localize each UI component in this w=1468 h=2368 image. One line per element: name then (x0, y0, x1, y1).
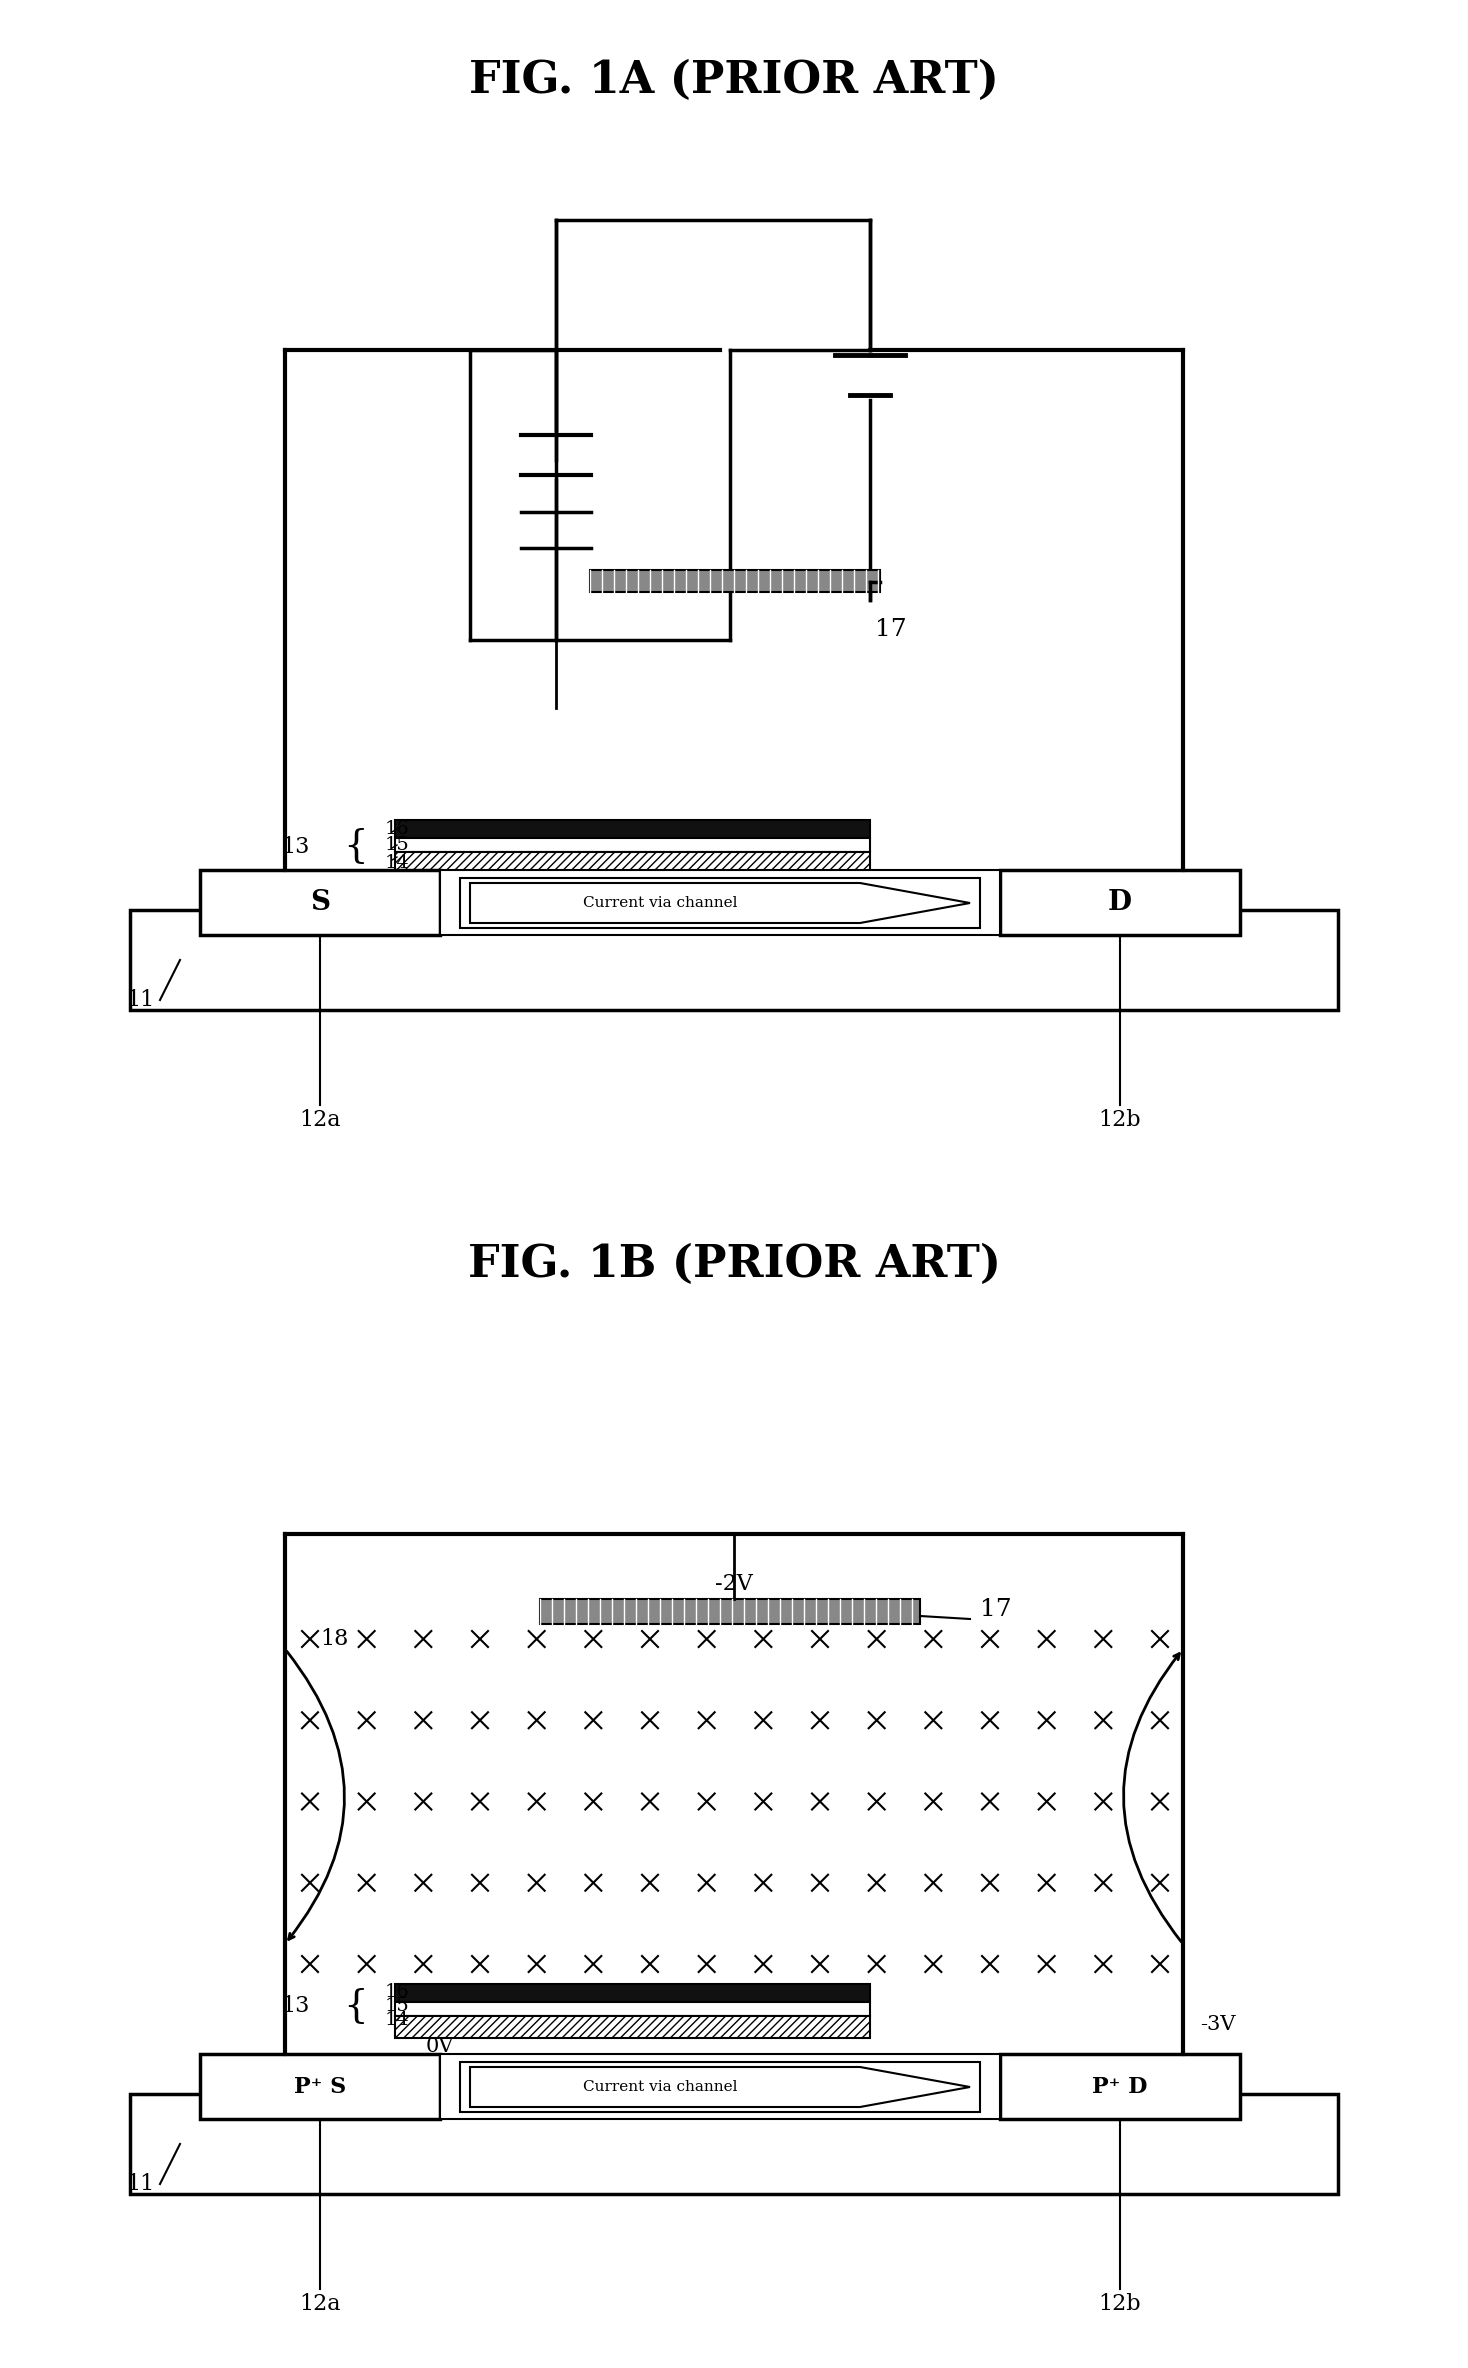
Bar (395, 2001, 871, 2015)
Text: 17: 17 (981, 1598, 1011, 1620)
Text: P⁺ S: P⁺ S (294, 2077, 346, 2098)
Text: Current via channel: Current via channel (583, 2079, 737, 2093)
Text: 14: 14 (385, 855, 410, 871)
Bar (131, 909, 1337, 1011)
Text: FIG. 1B (PRIOR ART): FIG. 1B (PRIOR ART) (467, 1243, 1001, 1286)
Text: Current via channel: Current via channel (583, 895, 737, 909)
Bar (590, 571, 879, 592)
Bar (395, 852, 871, 874)
Text: FIG. 1A (PRIOR ART): FIG. 1A (PRIOR ART) (470, 59, 998, 102)
Bar (540, 1598, 920, 1624)
Bar (395, 819, 871, 838)
Text: 11: 11 (126, 990, 156, 1011)
Text: 11: 11 (126, 2174, 156, 2195)
Bar (395, 838, 871, 852)
Text: D: D (1108, 890, 1132, 916)
Bar (1000, 869, 1240, 935)
Text: 15: 15 (385, 1996, 410, 2015)
Text: 17: 17 (875, 618, 907, 642)
Text: S: S (310, 890, 330, 916)
Text: 18: 18 (320, 1629, 348, 1650)
Text: {: { (342, 1987, 367, 2025)
Polygon shape (470, 883, 970, 924)
Text: P⁺ D: P⁺ D (1092, 2077, 1148, 2098)
Text: 12a: 12a (299, 1108, 341, 1132)
Text: 12a: 12a (299, 2292, 341, 2316)
Bar (440, 2053, 1000, 2119)
Text: 12b: 12b (1098, 1108, 1141, 1132)
Text: 0V: 0V (426, 2036, 454, 2055)
Text: -3V: -3V (1199, 2015, 1236, 2034)
Bar (459, 2063, 981, 2112)
Text: 14: 14 (385, 2010, 410, 2029)
Bar (459, 879, 981, 928)
Bar (200, 2053, 440, 2119)
Bar (200, 869, 440, 935)
Bar (1000, 2053, 1240, 2119)
Text: {: { (342, 829, 367, 864)
Text: 16: 16 (385, 1982, 410, 2001)
Text: 16: 16 (385, 819, 410, 838)
Text: 12b: 12b (1098, 2292, 1141, 2316)
Bar (395, 2015, 871, 2039)
Text: 15: 15 (385, 836, 410, 855)
Polygon shape (470, 2067, 970, 2108)
Text: 13: 13 (282, 1994, 310, 2018)
Text: -2V: -2V (715, 1572, 753, 1596)
Bar (440, 869, 1000, 935)
Text: 13: 13 (282, 836, 310, 857)
Bar (131, 2093, 1337, 2195)
Bar (395, 1984, 871, 2001)
